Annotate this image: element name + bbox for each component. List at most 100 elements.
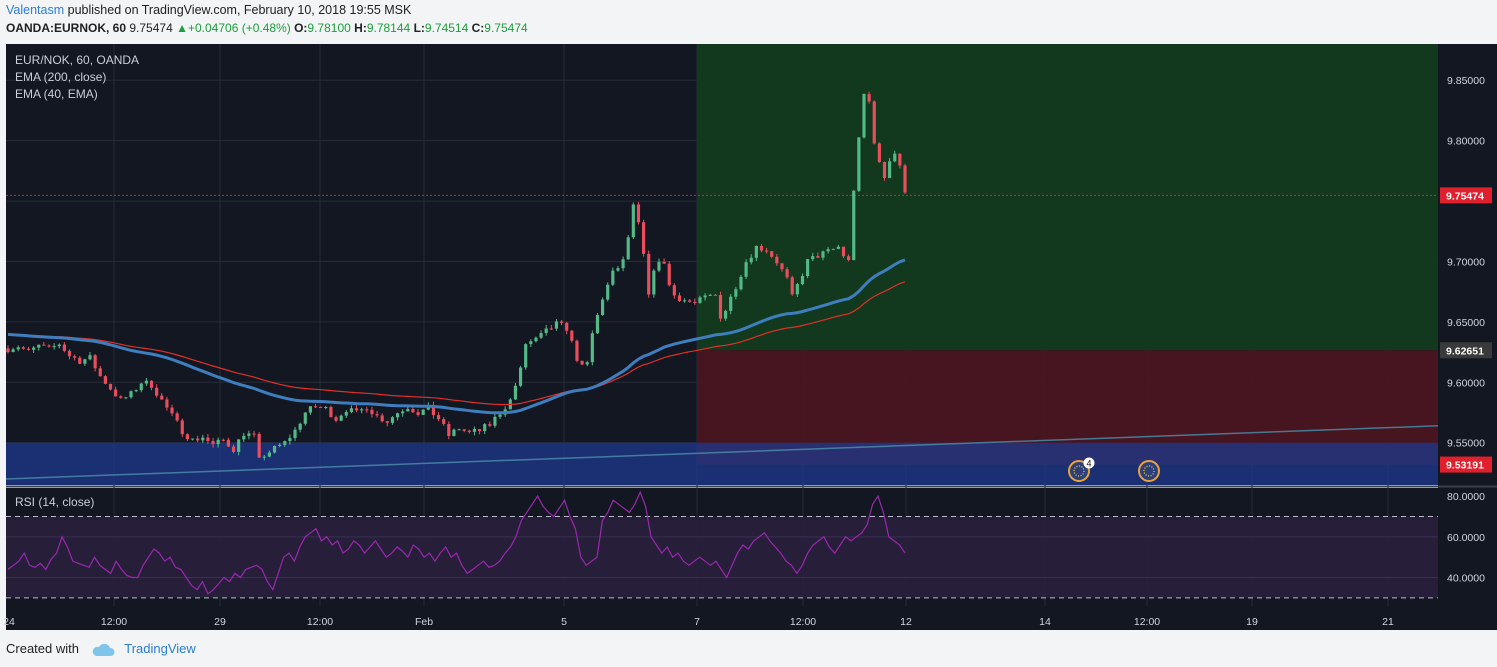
candle-body	[570, 330, 574, 341]
candle-body	[477, 429, 482, 432]
time-tick-label: 12:00	[1134, 616, 1160, 628]
candles	[6, 91, 907, 461]
candle-body	[877, 143, 881, 163]
candle-body	[319, 406, 323, 408]
candle-body	[831, 248, 835, 250]
candle-body	[73, 356, 77, 358]
candle-body	[288, 438, 292, 442]
candle-body	[621, 259, 625, 269]
candle-body	[590, 333, 594, 363]
candle-body	[108, 383, 113, 390]
candle-body	[103, 376, 107, 384]
candle-body	[888, 161, 892, 179]
candle-body	[759, 245, 764, 251]
event-badge	[1083, 457, 1095, 469]
candle-body	[498, 414, 502, 417]
candle-body	[339, 415, 343, 421]
candle-body	[370, 409, 374, 415]
price-tag-stop	[1440, 456, 1492, 473]
low-label: L:	[413, 21, 425, 35]
open-label: O:	[294, 21, 308, 35]
candle-body	[534, 337, 538, 342]
time-tick-label: 21	[1382, 616, 1394, 628]
candle-body	[390, 417, 395, 423]
candle-body	[416, 412, 420, 415]
candle-body	[611, 270, 615, 285]
candle-body	[529, 341, 533, 345]
candle-body	[196, 438, 200, 441]
candle-body	[160, 395, 164, 400]
time-tick-label: 5	[561, 616, 567, 628]
rsi-tick-label: 80.0000	[1447, 491, 1485, 503]
indicator-lines	[5, 258, 1439, 480]
candle-body	[354, 408, 359, 411]
price-tag-level	[1440, 342, 1492, 359]
candle-body	[16, 347, 20, 350]
legend: EUR/NOK, 60, OANDA EMA (200, close) EMA …	[15, 53, 139, 509]
legend-rsi: RSI (14, close)	[15, 495, 94, 509]
candle-body	[698, 297, 702, 303]
candle-body	[893, 153, 897, 162]
price-tick-label: 9.65000	[1447, 317, 1485, 329]
eu-event-icon[interactable]	[1138, 460, 1160, 482]
legend-ema200: EMA (200, close)	[15, 70, 106, 84]
candle-body	[278, 444, 282, 446]
candle-body	[375, 414, 379, 416]
candle-body	[657, 261, 661, 271]
candle-body	[98, 368, 102, 377]
close-label: C:	[471, 21, 485, 35]
rsi-tick-label: 60.0000	[1447, 532, 1485, 544]
candle-body	[180, 420, 184, 435]
candle-body	[836, 246, 840, 249]
candle-body	[903, 165, 907, 193]
candle-body	[52, 346, 56, 348]
up-arrow-icon: ▲	[176, 21, 188, 35]
price-tick-label: 9.80000	[1447, 136, 1485, 148]
open-value: 9.78100	[307, 21, 351, 35]
candle-body	[78, 357, 82, 364]
candle-body	[257, 433, 261, 458]
candle-body	[524, 344, 528, 368]
eu-event-icon[interactable]	[1068, 460, 1090, 482]
event-badge-count: 4	[1086, 459, 1091, 469]
event-markers[interactable]: 4	[1068, 457, 1160, 482]
candle-body	[718, 294, 723, 319]
support-zone	[6, 442, 1438, 485]
candle-body	[554, 321, 559, 329]
candle-body	[775, 256, 779, 264]
candle-body	[231, 446, 236, 452]
candle-body	[262, 456, 266, 458]
candle-body	[385, 421, 389, 423]
price-tick-label: 9.60000	[1447, 377, 1485, 389]
candle-body	[447, 423, 451, 436]
candle-body	[729, 296, 733, 311]
candle-body	[175, 413, 179, 421]
candle-body	[349, 408, 354, 412]
price-tick-label: 9.70000	[1447, 256, 1485, 268]
candle-body	[795, 284, 799, 295]
candle-body	[155, 387, 159, 396]
candle-body	[139, 383, 143, 391]
time-tick-label: Feb	[415, 616, 433, 628]
candle-body	[395, 413, 400, 418]
candle-body	[595, 315, 600, 334]
candle-body	[539, 333, 543, 338]
time-tick-label: 12:00	[101, 616, 127, 628]
candle-body	[518, 367, 523, 386]
ohlc-header: OANDA:EURNOK, 60 9.75474 ▲+0.04706 (+0.4…	[6, 21, 528, 35]
candle-body	[380, 415, 384, 422]
high-value: 9.78144	[366, 21, 411, 35]
author-link[interactable]: Valentasm	[6, 3, 65, 17]
candle-body	[806, 259, 810, 277]
rsi-pane	[6, 490, 1438, 599]
time-tick-label: 12	[900, 616, 912, 628]
candle-body	[662, 261, 666, 264]
rsi-band	[6, 516, 1438, 598]
rsi-tick-label: 40.0000	[1447, 573, 1485, 585]
candle-body	[857, 137, 861, 191]
candle-body	[272, 445, 277, 453]
candle-body	[744, 262, 748, 277]
tradingview-brand-link[interactable]: TradingView	[124, 641, 196, 656]
candle-body	[641, 222, 646, 254]
